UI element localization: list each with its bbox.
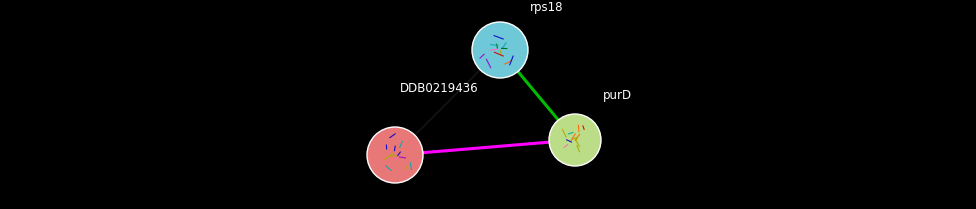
- Circle shape: [549, 114, 601, 166]
- Text: DDB0219436: DDB0219436: [400, 82, 478, 95]
- Circle shape: [367, 127, 423, 183]
- Text: purD: purD: [603, 89, 632, 102]
- Circle shape: [472, 22, 528, 78]
- Text: rps18: rps18: [530, 1, 563, 14]
